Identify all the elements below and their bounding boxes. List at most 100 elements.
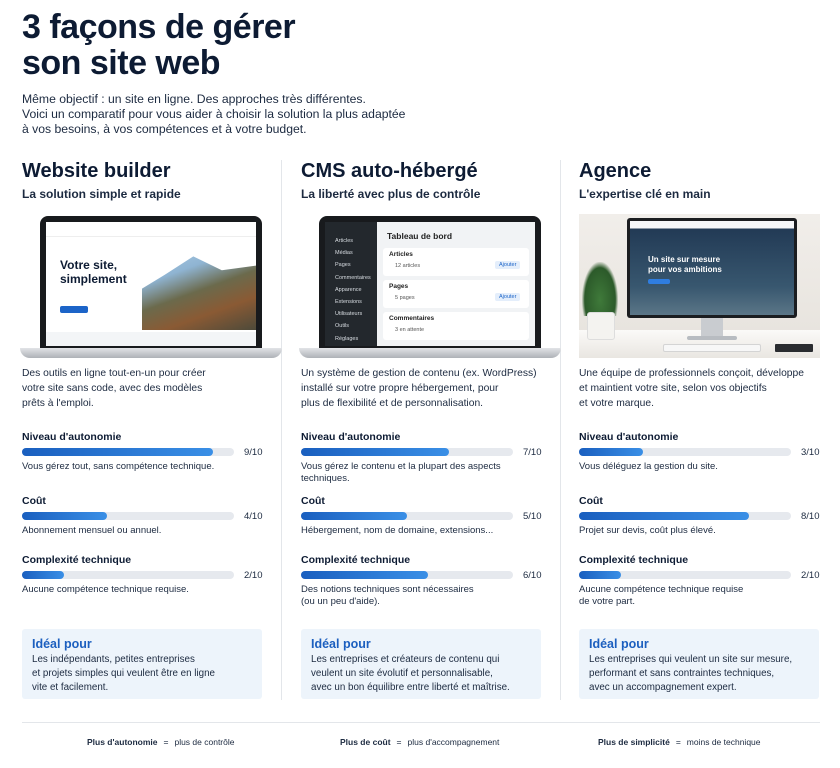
metric-score: 4/10 xyxy=(244,511,263,522)
description-line: Une équipe de professionnels conçoit, dé… xyxy=(579,368,804,379)
nav-bar xyxy=(46,222,256,237)
column-title: Agence xyxy=(579,160,652,182)
sidebar-item: Apparence xyxy=(335,286,362,293)
footer-separator: = xyxy=(396,737,402,747)
sidebar-item: Articles xyxy=(335,238,354,244)
footer-term: Plus d'autonomie xyxy=(87,737,158,747)
card-action: Ajouter xyxy=(495,261,521,269)
metric-note: (ou un peu d'aide). xyxy=(301,596,380,607)
card-title: Commentaires xyxy=(389,315,435,322)
ideal-line: vite et facilement. xyxy=(32,682,109,693)
notebook xyxy=(775,344,813,352)
laptop-frame: Votre site, simplement xyxy=(40,216,262,350)
ideal-line: Les entreprises et créateurs de contenu … xyxy=(311,654,500,665)
metric-score: 5/10 xyxy=(523,511,542,522)
sidebar-item: Pages xyxy=(335,262,351,269)
metric-bar xyxy=(22,571,65,579)
metric-note: techniques. xyxy=(301,473,350,484)
metric-note: Vous gérez tout, sans compétence techniq… xyxy=(22,461,215,472)
sidebar-item: Réglages xyxy=(335,335,359,342)
monitor: Un site sur mesure pour vos ambitions xyxy=(627,218,797,318)
metric-bar xyxy=(301,512,407,520)
metric-name: Niveau d'autonomie xyxy=(22,431,122,443)
metric-note: Vous déléguez la gestion du site. xyxy=(579,461,718,472)
laptop-screen: Votre site, simplement xyxy=(46,222,256,346)
sidebar-item: Commentaires xyxy=(335,274,371,281)
plant-pot xyxy=(587,312,615,340)
metric-bar xyxy=(22,448,213,456)
metric-track xyxy=(301,512,513,520)
sidebar-item: Médias xyxy=(335,250,353,257)
intro-line: à vos besoins, à vos compétences et à vo… xyxy=(22,122,307,136)
description-line: prêts à l'emploi. xyxy=(22,398,94,409)
metric-bar xyxy=(579,448,643,456)
intro-line: Même objectif : un site en ligne. Des ap… xyxy=(22,92,366,106)
laptop-base xyxy=(20,348,282,358)
ideal-title: Idéal pour xyxy=(32,637,92,651)
footer-separator: = xyxy=(163,737,169,747)
dashboard-card: Articles 12 articles Ajouter xyxy=(383,248,529,276)
footer-meaning: plus de contrôle xyxy=(174,737,235,747)
card-info: 5 pages xyxy=(395,295,415,301)
sidebar-item: Extensions xyxy=(335,299,362,305)
ideal-line: et projets simples qui veulent être en l… xyxy=(32,668,215,679)
metric-bar xyxy=(301,448,450,456)
metric-score: 6/10 xyxy=(523,570,542,581)
footer-item: Plus de simplicité = moins de technique xyxy=(598,737,761,747)
hero-text: simplement xyxy=(60,272,127,286)
ideal-line: Les entreprises qui veulent un site sur … xyxy=(589,654,793,665)
title-line: son site web xyxy=(22,44,221,82)
banner-text: pour vos ambitions xyxy=(648,265,722,274)
ideal-title: Idéal pour xyxy=(311,637,371,651)
banner-button xyxy=(648,279,670,284)
footer-meaning: plus d'accompagnement xyxy=(407,737,500,747)
footer-term: Plus de simplicité xyxy=(598,737,670,747)
metric-name: Niveau d'autonomie xyxy=(579,431,679,443)
metric-bar xyxy=(579,571,622,579)
metric-name: Coût xyxy=(579,495,603,507)
monitor-foot xyxy=(687,336,737,340)
ideal-line: avec un bon équilibre entre liberté et m… xyxy=(311,682,510,693)
metric-track xyxy=(22,571,234,579)
column-divider xyxy=(281,160,282,700)
metric-note: Abonnement mensuel ou annuel. xyxy=(22,525,162,536)
card-info: 3 en attente xyxy=(395,327,425,333)
metric-name: Complexité technique xyxy=(22,554,132,566)
laptop-screen: Articles Médias Pages Commentaires Apparence… xyxy=(325,222,535,346)
metric-note: Hébergement, nom de domaine, extensions.… xyxy=(301,525,494,536)
intro-line: Voici un comparatif pour vous aider à ch… xyxy=(22,107,406,121)
sidebar-item: Utilisateurs xyxy=(335,311,363,318)
metric-name: Complexité technique xyxy=(579,554,689,566)
metric-track xyxy=(22,512,234,520)
footer-separator: = xyxy=(675,737,681,747)
column-title: CMS auto-hébergé xyxy=(301,160,478,182)
footer-term: Plus de coût xyxy=(340,737,391,747)
metric-note: Projet sur devis, coût plus élevé. xyxy=(579,525,716,536)
ideal-line: veulent un site évolutif et personnalisa… xyxy=(311,668,493,679)
description-line: plus de flexibilité et de personnalisati… xyxy=(301,398,484,409)
title-line: 3 façons de gérer xyxy=(22,8,296,46)
description-line: votre site sans code, avec des modèles xyxy=(22,383,203,394)
column-subtitle: La solution simple et rapide xyxy=(22,187,181,201)
sidebar-item: Outils xyxy=(335,323,350,330)
ideal-title: Idéal pour xyxy=(589,637,649,651)
metric-score: 7/10 xyxy=(523,447,542,458)
description-line: Des outils en ligne tout-en-un pour crée… xyxy=(22,368,206,379)
ideal-box: Idéal pour Les indépendants, petites entr… xyxy=(22,629,262,699)
metric-score: 3/10 xyxy=(801,447,820,458)
hero-button xyxy=(60,306,88,313)
hero-image xyxy=(142,256,256,330)
metric-bar xyxy=(22,512,107,520)
metric-bar xyxy=(301,571,429,579)
column-title: Website builder xyxy=(22,160,171,182)
card-title: Pages xyxy=(389,283,409,290)
metric-track xyxy=(579,571,791,579)
laptop-frame: Articles Médias Pages Commentaires Apparence… xyxy=(319,216,541,350)
dashboard: Tableau de bord Articles 12 articles Ajoute… xyxy=(377,222,535,346)
banner-text: Un site sur mesure xyxy=(648,255,721,264)
hero-text: Votre site, xyxy=(60,258,118,272)
metric-score: 8/10 xyxy=(801,511,820,522)
laptop-base xyxy=(299,348,561,358)
description-line: installé sur votre propre hébergement, p… xyxy=(301,383,499,394)
